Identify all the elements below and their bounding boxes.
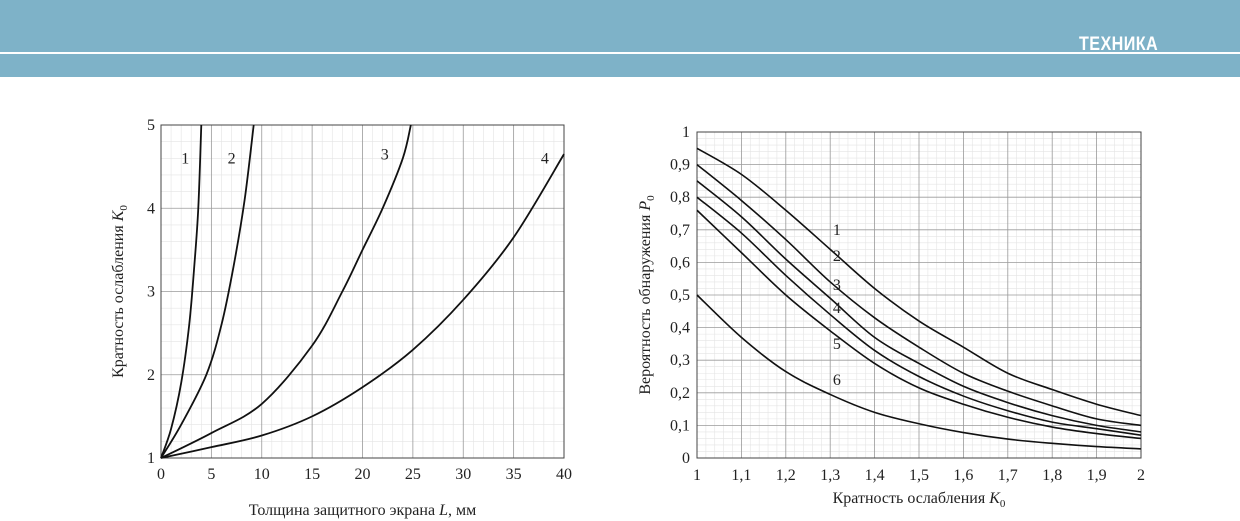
series-line-1 xyxy=(696,147,1142,417)
y-tick-label: 1 xyxy=(147,450,155,467)
y-tick-label: 5 xyxy=(147,117,155,134)
header-bar: ТЕХНИКА xyxy=(0,0,1240,77)
y-tick-label: 0,6 xyxy=(670,254,690,271)
x-tick-label: 1,2 xyxy=(776,467,796,484)
x-tick-label: 25 xyxy=(405,466,421,483)
series-line-3 xyxy=(696,180,1142,433)
series-label-2: 2 xyxy=(833,248,841,265)
series-line-6 xyxy=(696,294,1142,450)
x-tick-label: 0 xyxy=(157,466,165,483)
y-tick-label: 0,1 xyxy=(670,417,690,434)
series-label-5: 5 xyxy=(833,336,841,353)
y-tick-label: 3 xyxy=(147,284,155,301)
x-tick-label: 1 xyxy=(693,467,701,484)
y-tick-label: 0,7 xyxy=(670,222,690,239)
x-tick-label: 5 xyxy=(207,466,215,483)
y-axis-label: Кратность ослабления K0 xyxy=(110,205,130,378)
series-line-5 xyxy=(696,209,1142,440)
series-label-6: 6 xyxy=(833,372,841,389)
y-tick-label: 2 xyxy=(147,367,155,384)
series-line-2 xyxy=(160,124,255,459)
x-tick-label: 20 xyxy=(355,466,371,483)
chart-attenuation-vs-thickness: 0 5 10 15 20 25 30 35 40 1 2 3 4 5 Толщина защитного э… xyxy=(110,117,572,519)
series-line-2 xyxy=(696,163,1142,427)
y-tick-label: 0,9 xyxy=(670,157,690,174)
plot-frame xyxy=(160,124,565,459)
series-line-4 xyxy=(160,153,565,459)
x-tick-label: 1,6 xyxy=(953,467,973,484)
series-label-2: 2 xyxy=(228,151,236,168)
x-tick-label: 1,7 xyxy=(998,467,1018,484)
x-tick-label: 35 xyxy=(506,466,522,483)
series-label-1: 1 xyxy=(833,222,841,239)
y-tick-label: 0,3 xyxy=(670,352,690,369)
y-axis-label: Вероятность обнаружения P0 xyxy=(637,195,657,395)
series-label-4: 4 xyxy=(541,151,549,168)
y-tick-label: 0 xyxy=(682,450,690,467)
y-tick-label: 4 xyxy=(147,200,155,217)
y-tick-label: 1 xyxy=(682,124,690,141)
x-axis-label: Толщина защитного экрана L, мм xyxy=(249,502,476,519)
series-label-4: 4 xyxy=(833,300,841,317)
chart-detection-probability: 1 1,1 1,2 1,3 1,4 1,5 1,6 1,7 1,8 1,9 2 0 0,1 0,2 0,3 0… xyxy=(637,124,1145,510)
y-tick-label: 0,8 xyxy=(670,189,690,206)
x-axis-label: Кратность ослабления K0 xyxy=(833,490,1006,510)
x-tick-label: 10 xyxy=(254,466,270,483)
x-tick-label: 15 xyxy=(304,466,320,483)
x-tick-label: 1,4 xyxy=(865,467,885,484)
x-tick-label: 2 xyxy=(1137,467,1145,484)
x-tick-label: 30 xyxy=(455,466,471,483)
x-tick-label: 1,9 xyxy=(1087,467,1107,484)
y-tick-label: 0,5 xyxy=(670,287,690,304)
section-label: ТЕХНИКА xyxy=(1078,34,1158,55)
y-tick-label: 0,4 xyxy=(670,320,690,337)
series-line-1 xyxy=(160,124,203,459)
series-line-4 xyxy=(696,196,1142,436)
x-tick-label: 40 xyxy=(556,466,572,483)
x-tick-label: 1,5 xyxy=(909,467,929,484)
x-tick-label: 1,8 xyxy=(1042,467,1062,484)
y-tick-label: 0,2 xyxy=(670,385,690,402)
series-line-3 xyxy=(160,124,412,459)
x-tick-label: 1,1 xyxy=(731,467,751,484)
series-label-3: 3 xyxy=(381,146,389,163)
series-label-3: 3 xyxy=(833,277,841,294)
series-label-1: 1 xyxy=(181,151,189,168)
x-tick-label: 1,3 xyxy=(820,467,840,484)
header-divider-line xyxy=(0,52,1240,54)
